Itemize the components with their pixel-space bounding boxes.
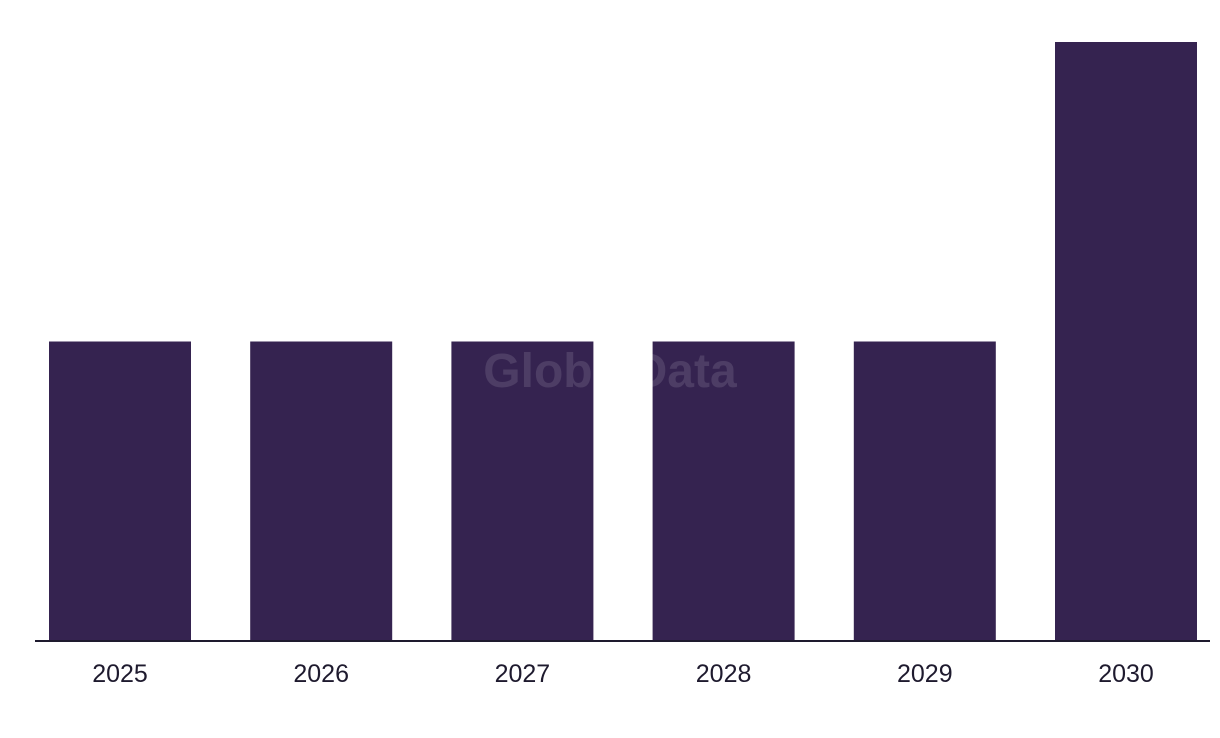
bars-group xyxy=(49,42,1197,641)
x-tick-label-2030: 2030 xyxy=(1098,660,1154,688)
bar-2025 xyxy=(49,341,191,641)
bar-2029 xyxy=(853,341,996,641)
watermark: GlobalData xyxy=(483,345,737,398)
bar-2030 xyxy=(1055,42,1197,641)
x-tick-label-2027: 2027 xyxy=(495,660,551,688)
bar-2028 xyxy=(652,341,795,641)
x-tick-label-2028: 2028 xyxy=(696,660,752,688)
x-tick-label-2029: 2029 xyxy=(897,660,953,688)
bar-2026 xyxy=(250,341,393,641)
x-tick-labels: 2025 2026 2027 2028 2029 2030 xyxy=(92,660,1154,688)
x-tick-label-2025: 2025 xyxy=(92,660,148,688)
bar-2027 xyxy=(451,341,594,641)
x-tick-label-2026: 2026 xyxy=(293,660,349,688)
